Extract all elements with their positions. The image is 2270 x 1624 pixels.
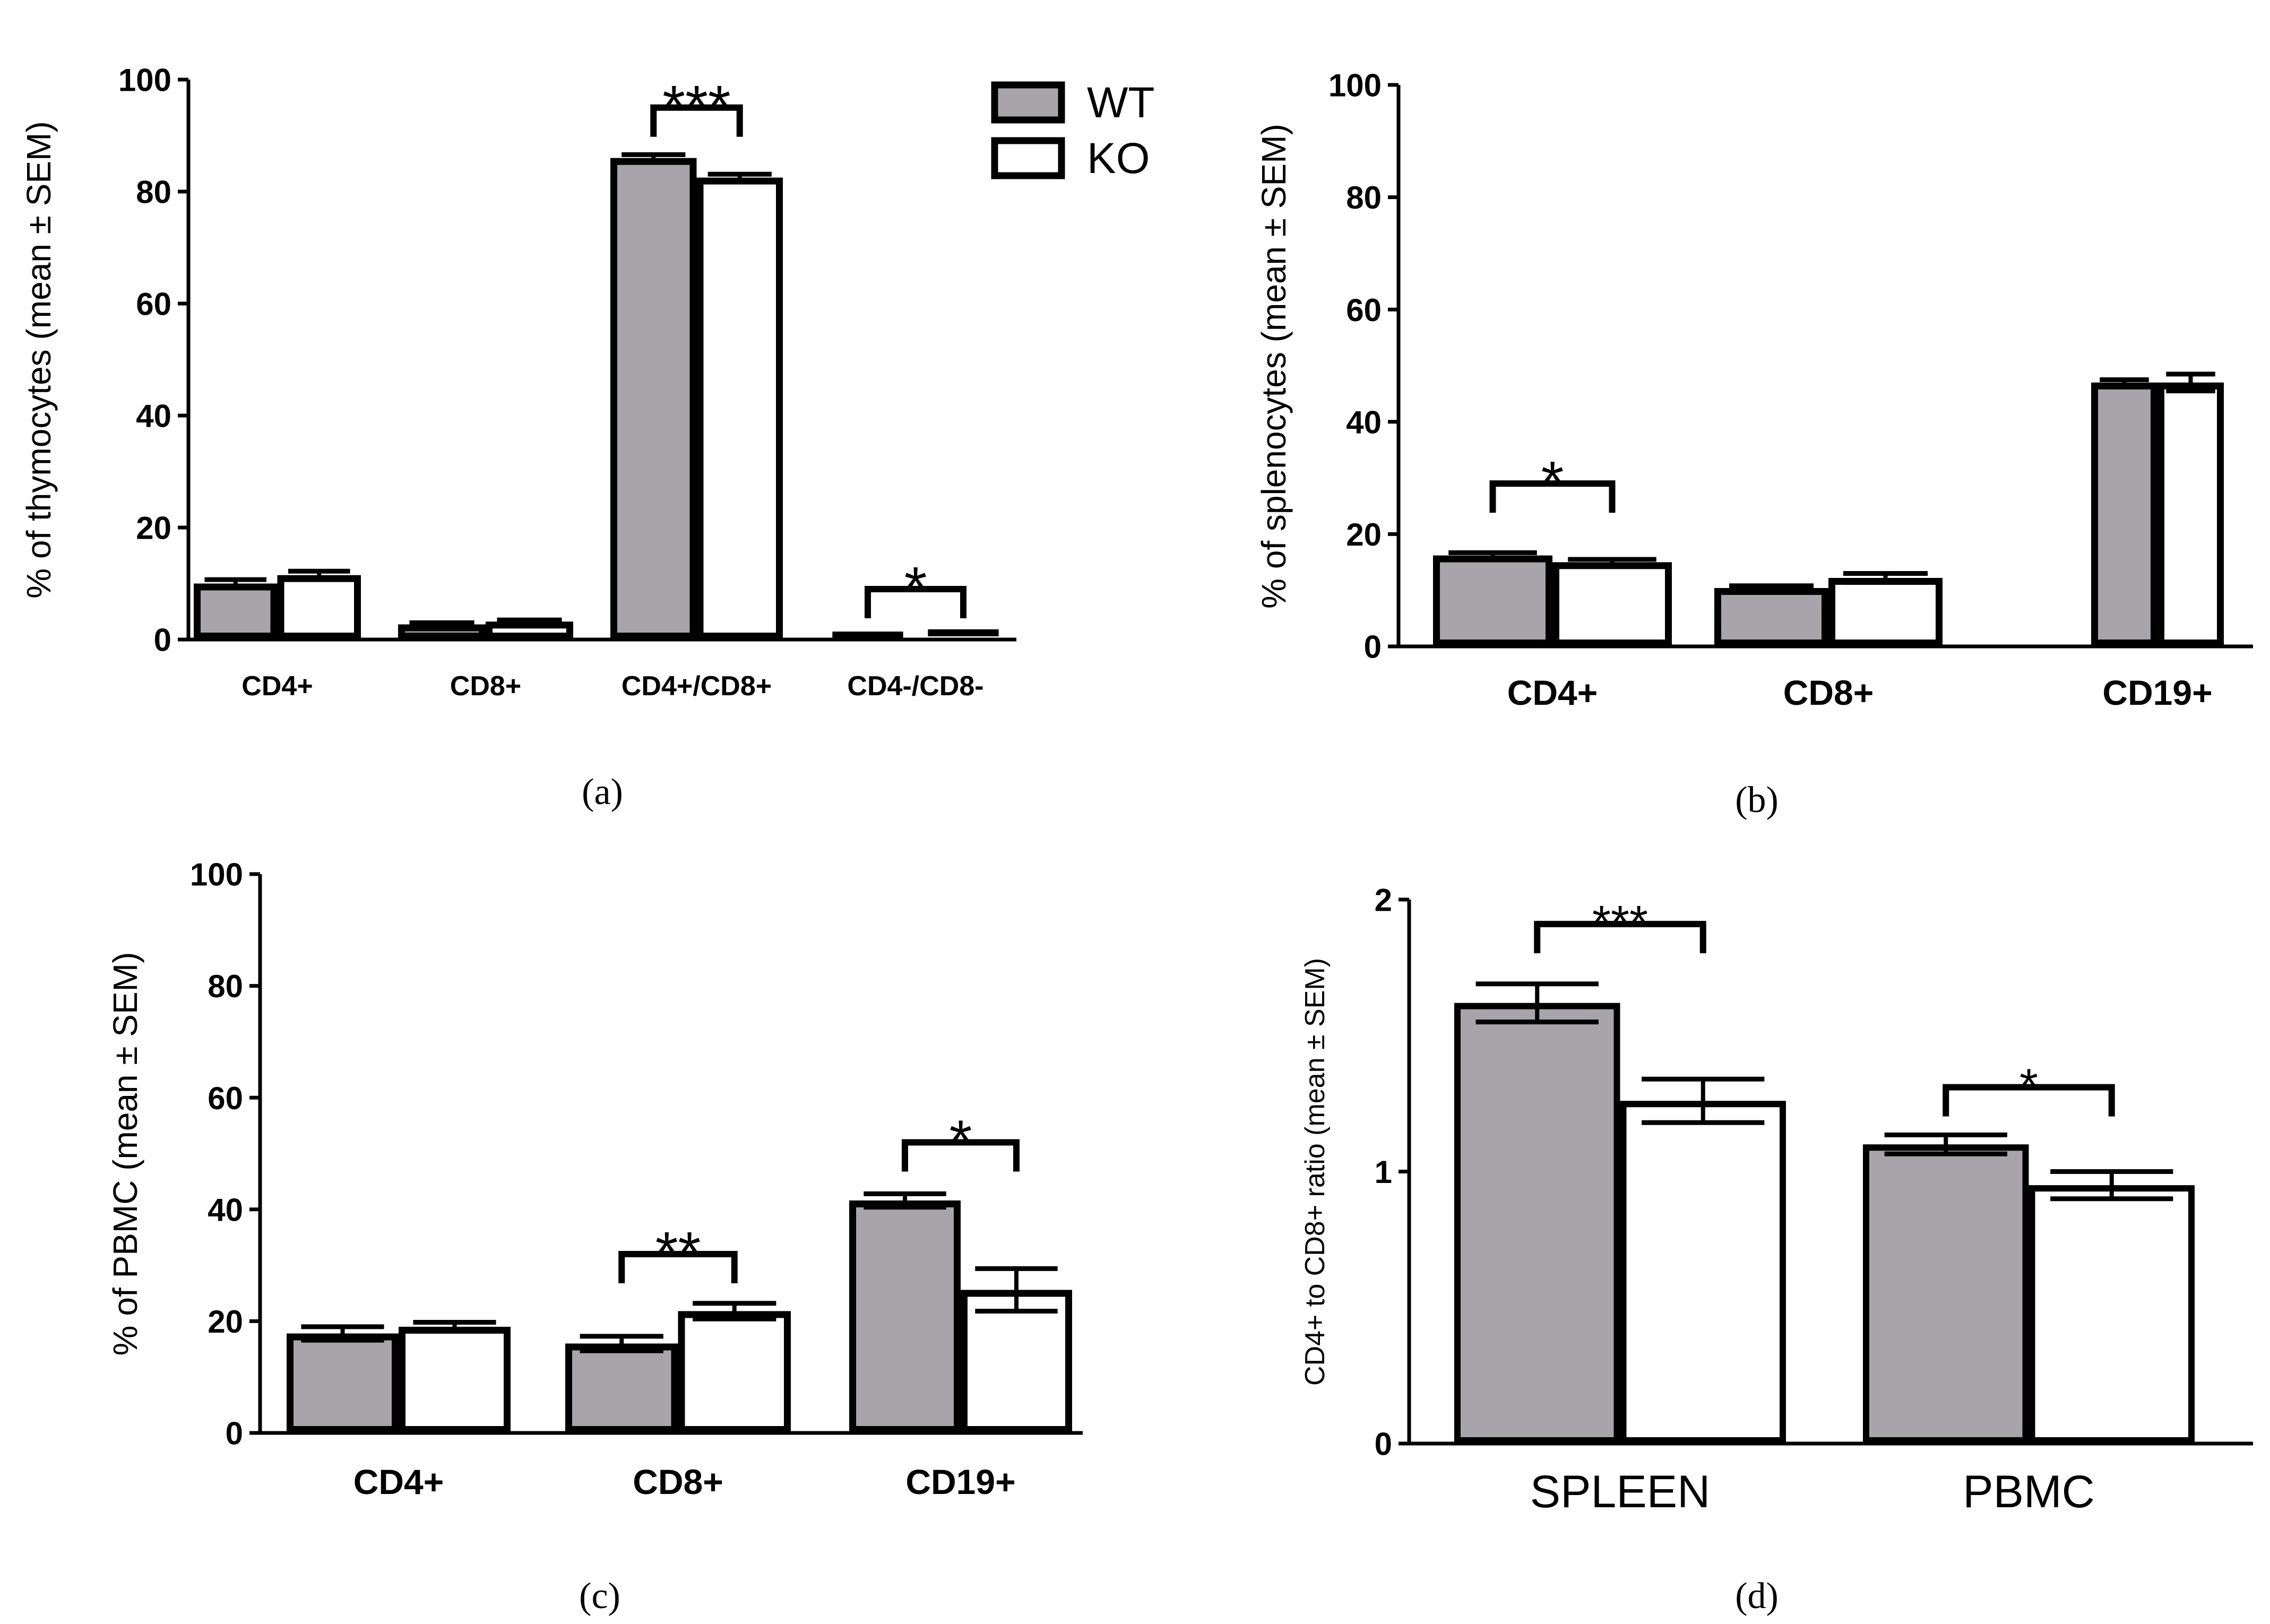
wt-bar [1454,1003,1620,1444]
ko-bar [2157,382,2224,646]
ko-bar [678,1311,791,1433]
wt-bar [194,583,278,640]
y-tick-label: 80 [1346,180,1382,215]
ko-bar [1552,562,1672,647]
y-tick-label: 20 [208,1304,243,1340]
significance-bracket [618,1251,738,1284]
significance-bracket [1489,480,1616,513]
y-axis-label: CD4+ to CD8+ ratio (mean ± SEM) [1300,958,1331,1386]
panel-c-pbmc: 0 20 40 60 80 100 CD4+ CD8+ ** CD19+ * % of PBMC (m… [106,857,1083,1617]
y-tick-label: 1 [1375,1154,1392,1190]
y-tick-label: 100 [190,857,243,893]
y-tick-label: 60 [1346,292,1382,328]
x-category-label: CD4+ [241,671,313,702]
y-tick-label: 0 [154,623,171,658]
y-tick-label: 0 [1375,1427,1392,1462]
y-tick-label: 80 [136,175,171,210]
significance-label: * [950,1108,972,1173]
wt-bar [610,158,697,640]
x-category-label: CD8+ [633,1462,723,1501]
significance-label: ** [655,1220,701,1285]
x-category-label: CD19+ [905,1462,1015,1501]
ko-bar [696,177,783,640]
y-tick-label: 80 [208,969,243,1004]
y-tick-label: 60 [208,1081,243,1116]
x-category-label: PBMC [1963,1466,2094,1517]
wt-bar [1433,555,1552,646]
ko-bar [961,1290,1072,1433]
y-axis-label: % of thymocytes (mean ± SEM) [20,121,58,598]
ko-bar [2029,1185,2195,1444]
ko-bar [1828,577,1943,646]
y-tick-label: 20 [1346,517,1382,552]
y-tick-label: 40 [1346,404,1382,440]
legend: WT KO [991,79,1154,183]
panel-caption: (a) [582,772,623,813]
y-axis-label: % of splenocytes (mean ± SEM) [1255,124,1293,609]
legend-swatch-ko [991,137,1065,179]
y-tick-label: 100 [1328,68,1382,103]
significance-label: * [904,555,927,620]
y-tick-label: 20 [136,511,171,546]
x-category-label: SPLEEN [1530,1466,1710,1517]
wt-bar [1863,1144,2029,1444]
ko-bar [1620,1101,1786,1444]
panel-caption: (c) [579,1576,620,1617]
legend-label-wt: WT [1087,79,1154,127]
wt-bar [287,1333,399,1433]
ko-bar [486,621,573,640]
y-axis-label: % of PBMC (mean ± SEM) [106,952,144,1356]
significance-bracket [1534,921,1706,954]
ko-bar [399,1326,511,1433]
x-category-label: CD8+ [450,671,521,702]
significance-label: *** [662,74,730,139]
panel-a-thymocytes: 0 20 40 60 80 100 CD4+ CD8+ CD4+/CD8+ *** CD4-/CD8… [20,63,1016,813]
wt-bar [849,1200,961,1433]
significance-label: * [2019,1060,2038,1113]
significance-bracket [865,586,966,619]
x-category-label: CD4+ [1507,673,1598,712]
panel-b-splenocytes: 0 20 40 60 80 100 CD4+ * CD8+ CD19+ % of splenocyt… [1255,68,2253,820]
legend-label-ko: KO [1087,134,1150,183]
significance-bracket [902,1139,1020,1172]
wt-bar [1714,588,1828,647]
wt-bar [565,1343,678,1433]
ko-bar [277,575,361,640]
significance-label: * [1541,450,1564,515]
significance-bracket [1943,1084,2115,1117]
wt-bar [2091,382,2157,646]
panel-caption: (d) [1735,1576,1779,1617]
y-tick-label: 40 [136,399,171,434]
significance-label: *** [1592,896,1648,949]
wt-bar [398,624,486,640]
y-tick-label: 40 [208,1192,243,1228]
x-category-label: CD8+ [1783,673,1874,712]
y-tick-label: 0 [1364,629,1382,665]
y-tick-label: 100 [118,63,171,98]
panel-caption: (b) [1735,780,1779,820]
significance-bracket [650,104,743,137]
y-tick-label: 0 [226,1416,243,1452]
x-category-label: CD4-/CD8- [847,671,983,702]
x-category-label: CD4+/CD8+ [622,671,772,702]
y-tick-label: 2 [1375,883,1392,918]
y-tick-label: 60 [136,287,171,322]
x-category-label: CD4+ [353,1462,444,1501]
x-category-label: CD19+ [2102,673,2212,712]
legend-swatch-wt [991,81,1065,124]
panel-d-ratio: 0 1 2 SPLEEN *** PBMC * CD4+ to CD8+ ratio (mea… [1300,883,2253,1617]
